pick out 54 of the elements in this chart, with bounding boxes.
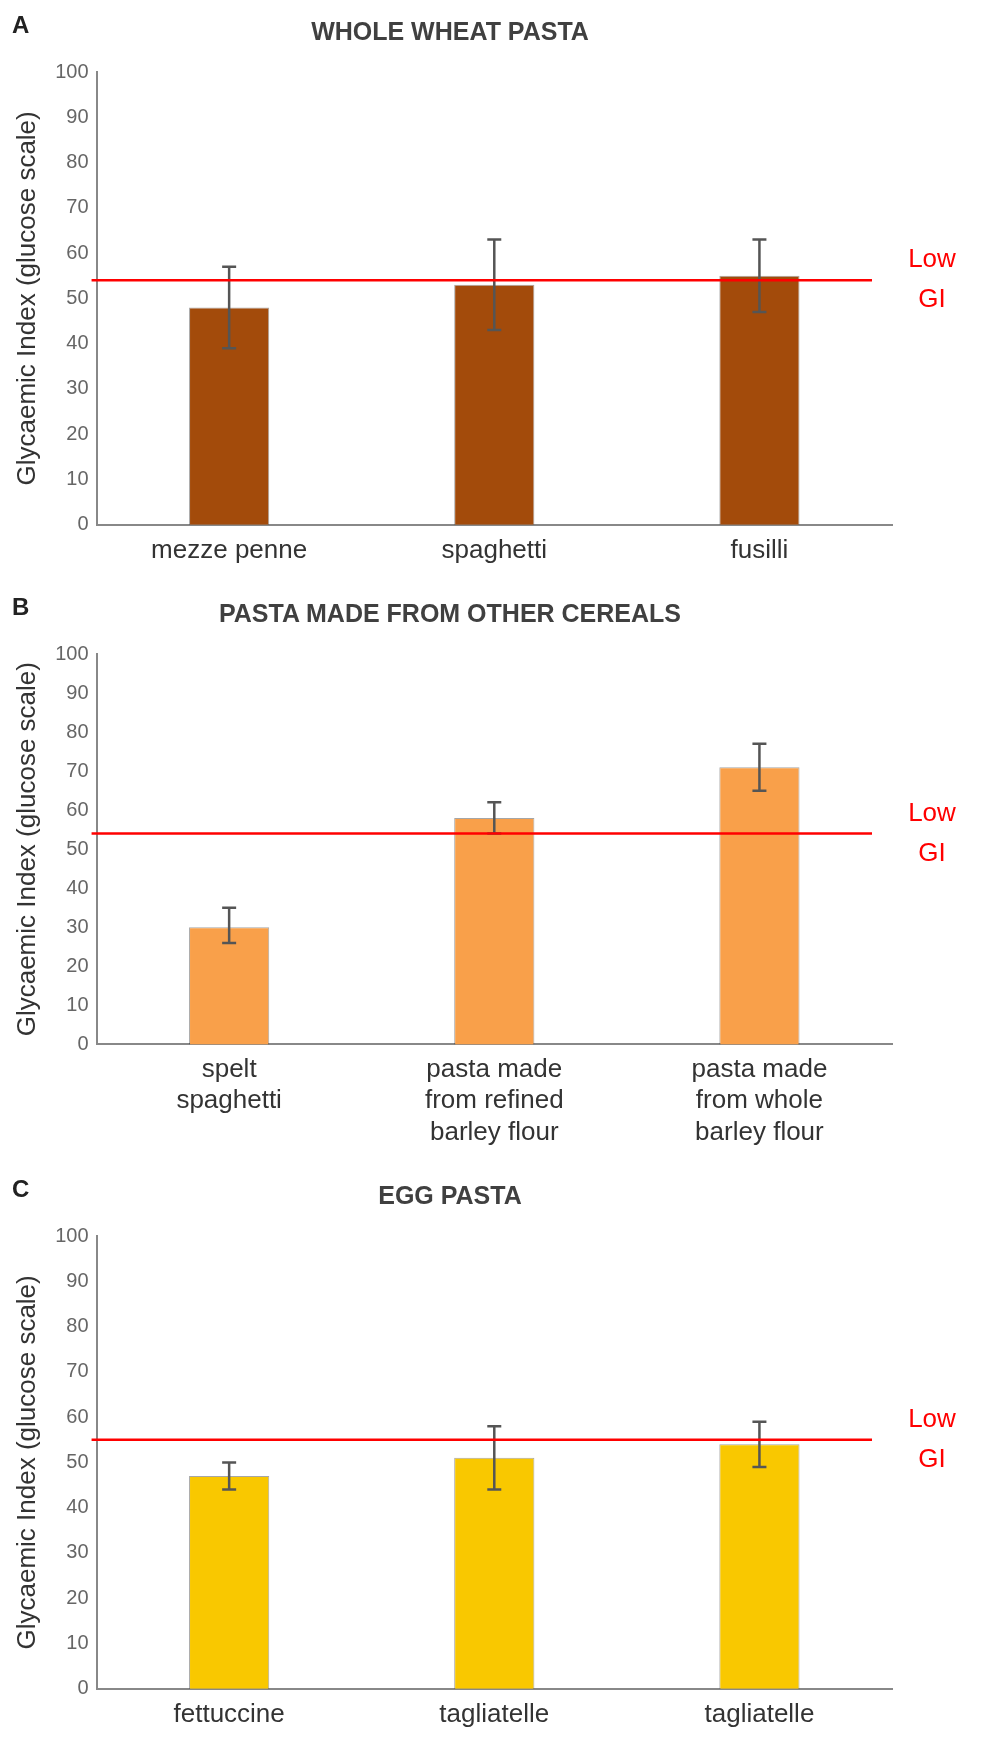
y-tick-label: 50 [66,1449,89,1472]
x-tick-label: tagliatelle [704,1697,815,1728]
y-tick-label: 50 [66,285,89,308]
y-tick-label: 0 [77,1031,89,1054]
y-tick-label: 30 [66,914,89,937]
ref-line-label: Low GI [908,243,957,314]
y-tick-label: 20 [66,1585,89,1608]
y-tick-label: 90 [66,1268,89,1291]
x-tick-label: fusilli [730,533,789,564]
y-axis-title: Glycaemic Index (glucose scale) [10,1275,41,1650]
y-tick-label: 90 [66,104,89,127]
chart-title: PASTA MADE FROM OTHER CEREALS [218,598,682,627]
y-tick-label: 70 [66,1359,89,1382]
y-tick-label: 40 [66,1495,89,1518]
x-tick-label: tagliatelle [439,1697,550,1728]
y-tick-label: 60 [66,797,89,820]
y-tick-label: 0 [77,1676,89,1699]
ref-line-label: Low GI [908,796,957,867]
y-tick-label: 70 [66,195,89,218]
y-tick-label: 90 [66,680,89,703]
y-tick-label: 100 [55,641,89,664]
text: A [12,10,30,38]
x-tick-label: mezze penne [151,533,308,564]
y-tick-label: 10 [66,467,89,490]
y-tick-label: 60 [66,1404,89,1427]
x-tick-label: pasta made from whole barley flour [691,1053,828,1146]
text: C [12,1174,30,1202]
y-tick-label: 30 [66,1540,89,1563]
y-axis-title: Glycaemic Index (glucose scale) [10,662,41,1037]
y-tick-label: 80 [66,1314,89,1337]
x-tick-label: pasta made from refined barley flour [424,1053,564,1146]
y-tick-label: 100 [55,1223,89,1246]
y-tick-label: 20 [66,421,89,444]
chart-title: WHOLE WHEAT PASTA [311,16,589,45]
y-tick-label: 30 [66,376,89,399]
y-tick-label: 10 [66,1631,89,1654]
chart-title: EGG PASTA [378,1180,522,1209]
x-tick-label: fettuccine [173,1697,285,1728]
ref-line-label: Low GI [908,1402,957,1473]
y-tick-label: 100 [55,59,89,82]
y-tick-label: 0 [77,512,89,535]
y-tick-label: 10 [66,992,89,1015]
y-tick-label: 60 [66,240,89,263]
y-tick-label: 80 [66,719,89,742]
y-tick-label: 50 [66,836,89,859]
y-tick-label: 20 [66,953,89,976]
y-tick-label: 70 [66,758,89,781]
y-axis-title: Glycaemic Index (glucose scale) [10,111,41,486]
y-tick-label: 40 [66,331,89,354]
y-tick-label: 80 [66,150,89,173]
text: B [12,592,30,620]
x-tick-label: spaghetti [441,533,548,564]
y-tick-label: 40 [66,875,89,898]
x-tick-label: spelt spaghetti [176,1053,282,1115]
